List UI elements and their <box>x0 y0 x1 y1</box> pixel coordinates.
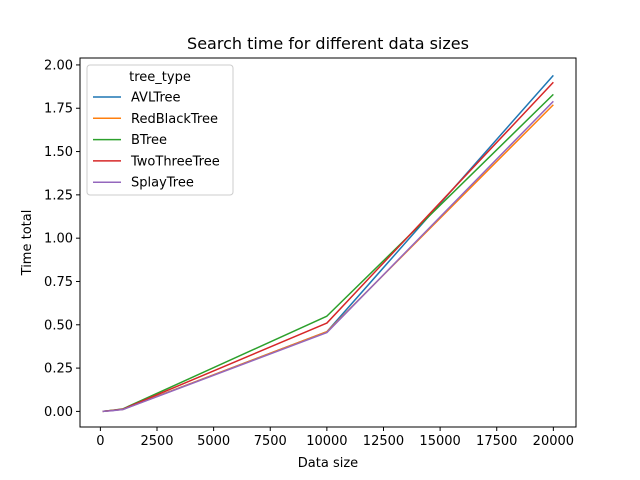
x-tick-label: 2500 <box>140 434 173 449</box>
legend-item-label: AVLTree <box>131 91 181 106</box>
legend-item-label: SplayTree <box>131 176 194 191</box>
y-axis-label: Time total <box>20 210 35 277</box>
y-tick-label: 0.25 <box>44 362 73 377</box>
x-tick-label: 5000 <box>197 434 230 449</box>
legend-item-label: BTree <box>131 133 167 148</box>
x-tick-label: 17500 <box>476 434 517 449</box>
x-tick-label: 10000 <box>306 434 347 449</box>
y-tick-label: 2.00 <box>44 58 73 73</box>
y-tick-label: 0.00 <box>44 405 73 420</box>
legend-box <box>86 64 234 196</box>
legend: tree_type AVLTree RedBlackTree BTree TwoThr… <box>86 64 234 196</box>
y-tick-label: 0.50 <box>44 318 73 333</box>
y-tick-label: 0.75 <box>44 275 73 290</box>
plot-lines <box>102 74 554 413</box>
x-tick-label: 7500 <box>254 434 287 449</box>
x-tick-label: 15000 <box>419 434 460 449</box>
chart-title: Search time for different data sizes <box>187 34 469 53</box>
y-tick-label: 1.00 <box>44 232 73 247</box>
y-tick-label: 1.75 <box>44 102 73 117</box>
y-tick-label: 1.50 <box>44 145 73 160</box>
legend-item-label: TwoThreeTree <box>130 154 220 169</box>
legend-title: tree_type <box>129 70 191 85</box>
series-line-splaytree <box>102 100 554 413</box>
x-axis: 0 2500 5000 7500 10000 12500 15000 17500 20000 <box>96 427 574 449</box>
plot-frame <box>79 57 577 428</box>
y-axis: 0.00 0.25 0.50 0.75 1.00 1.25 1.50 1.75 2.00 <box>44 58 80 420</box>
x-tick-label: 12500 <box>363 434 404 449</box>
x-tick-label: 0 <box>96 434 104 449</box>
x-tick-label: 20000 <box>533 434 574 449</box>
legend-item-label: RedBlackTree <box>131 112 218 127</box>
x-axis-label: Data size <box>298 456 358 471</box>
y-tick-label: 1.25 <box>44 188 73 203</box>
